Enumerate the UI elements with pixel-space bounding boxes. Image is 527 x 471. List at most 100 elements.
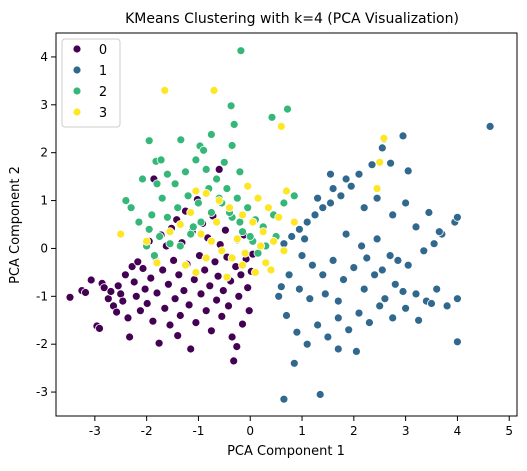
cluster-1-point [398, 287, 408, 296]
cluster-0-point [227, 332, 237, 342]
cluster-3-point [238, 210, 247, 220]
cluster-1-point [341, 174, 351, 184]
cluster-1-point [380, 294, 390, 304]
cluster-1-point [318, 203, 328, 213]
cluster-1-point [424, 208, 434, 217]
cluster-2-point [235, 217, 245, 227]
cluster-1-point [310, 210, 320, 220]
cluster-1-point [372, 193, 382, 203]
cluster-3-point [274, 212, 284, 222]
cluster-1-point [403, 260, 413, 270]
cluster-1-point [354, 308, 364, 318]
cluster-3-point [209, 86, 219, 95]
cluster-1-point [485, 122, 495, 131]
cluster-1-point [318, 270, 328, 280]
cluster-0-point [99, 283, 109, 293]
cluster-2-point [196, 217, 206, 227]
legend-marker [72, 107, 82, 117]
cluster-2-point [176, 135, 186, 145]
points-layer [65, 46, 495, 404]
cluster-1-point [354, 169, 364, 179]
cluster-0-point [81, 288, 90, 297]
cluster-2-point [279, 198, 289, 208]
cluster-1-point [294, 224, 304, 234]
cluster-1-point [452, 294, 462, 304]
x-tick-label: -3 [89, 424, 101, 438]
cluster-3-point [191, 267, 201, 277]
cluster-0-point [174, 270, 184, 280]
cluster-1-point [403, 166, 413, 176]
cluster-2-point [289, 191, 299, 201]
cluster-3-point [253, 193, 263, 203]
cluster-1-point [294, 284, 304, 294]
cluster-3-point [279, 246, 289, 256]
cluster-2-point [199, 145, 209, 155]
cluster-0-point [210, 257, 220, 267]
legend: 0 1 2 3 [61, 38, 121, 128]
cluster-1-point [370, 270, 380, 280]
cluster-3-point [258, 227, 268, 237]
cluster-0-point [121, 270, 130, 280]
y-axis-ticks: -3 -2 -1 0 1 2 3 4 [36, 50, 56, 399]
cluster-1-point [297, 251, 307, 261]
x-tick-label: 3 [402, 424, 410, 438]
cluster-2-point [134, 217, 144, 227]
cluster-1-point [333, 344, 343, 354]
cluster-0-point [243, 283, 253, 293]
cluster-0-point [103, 294, 113, 304]
cluster-0-point [118, 296, 128, 306]
cluster-0-point [140, 284, 150, 294]
cluster-2-point [152, 179, 162, 189]
cluster-2-point [243, 203, 253, 213]
cluster-1-point [401, 198, 411, 208]
cluster-0-point [131, 291, 141, 301]
cluster-1-point [300, 234, 310, 244]
plot-area-frame [55, 32, 518, 417]
cluster-0-point [170, 294, 180, 304]
legend-box [61, 38, 121, 128]
cluster-0-point [234, 291, 244, 301]
cluster-1-point [377, 265, 387, 275]
cluster-0-point [232, 342, 242, 352]
cluster-1-point [328, 184, 338, 194]
cluster-1-point [390, 279, 400, 289]
cluster-3-point [250, 267, 260, 277]
cluster-1-point [372, 234, 382, 244]
cluster-2-point [283, 104, 292, 114]
cluster-1-point [452, 212, 462, 222]
x-tick-label: -1 [192, 424, 204, 438]
cluster-2-point [245, 232, 255, 241]
cluster-1-point [305, 294, 315, 304]
cluster-2-point [232, 193, 242, 203]
cluster-2-point [126, 203, 136, 213]
x-tick-label: 4 [454, 424, 462, 438]
cluster-3-point [256, 241, 266, 251]
y-tick-label: 0 [40, 241, 48, 255]
cluster-1-point [292, 327, 302, 337]
cluster-0-point [95, 323, 104, 333]
cluster-0-point [158, 265, 168, 275]
cluster-3-point [282, 186, 291, 196]
cluster-1-point [287, 232, 297, 241]
cluster-2-point [229, 120, 239, 129]
cluster-3-point [217, 246, 227, 256]
cluster-3-point [276, 122, 286, 131]
legend-marker [72, 86, 82, 96]
cluster-2-point [227, 141, 237, 150]
cluster-1-point [344, 325, 354, 335]
cluster-0-point [196, 289, 206, 299]
cluster-3-point [191, 186, 201, 196]
cluster-1-point [359, 203, 369, 213]
cluster-1-point [320, 289, 330, 299]
cluster-3-point [266, 265, 276, 275]
cluster-0-point [191, 318, 201, 328]
cluster-1-point [385, 251, 395, 261]
cluster-3-point [261, 258, 271, 268]
cluster-1-point [313, 193, 323, 203]
cluster-1-point [333, 313, 343, 323]
cluster-0-point [116, 289, 126, 299]
cluster-0-point [127, 262, 137, 272]
cluster-1-point [398, 131, 408, 141]
cluster-3-point [186, 208, 196, 217]
